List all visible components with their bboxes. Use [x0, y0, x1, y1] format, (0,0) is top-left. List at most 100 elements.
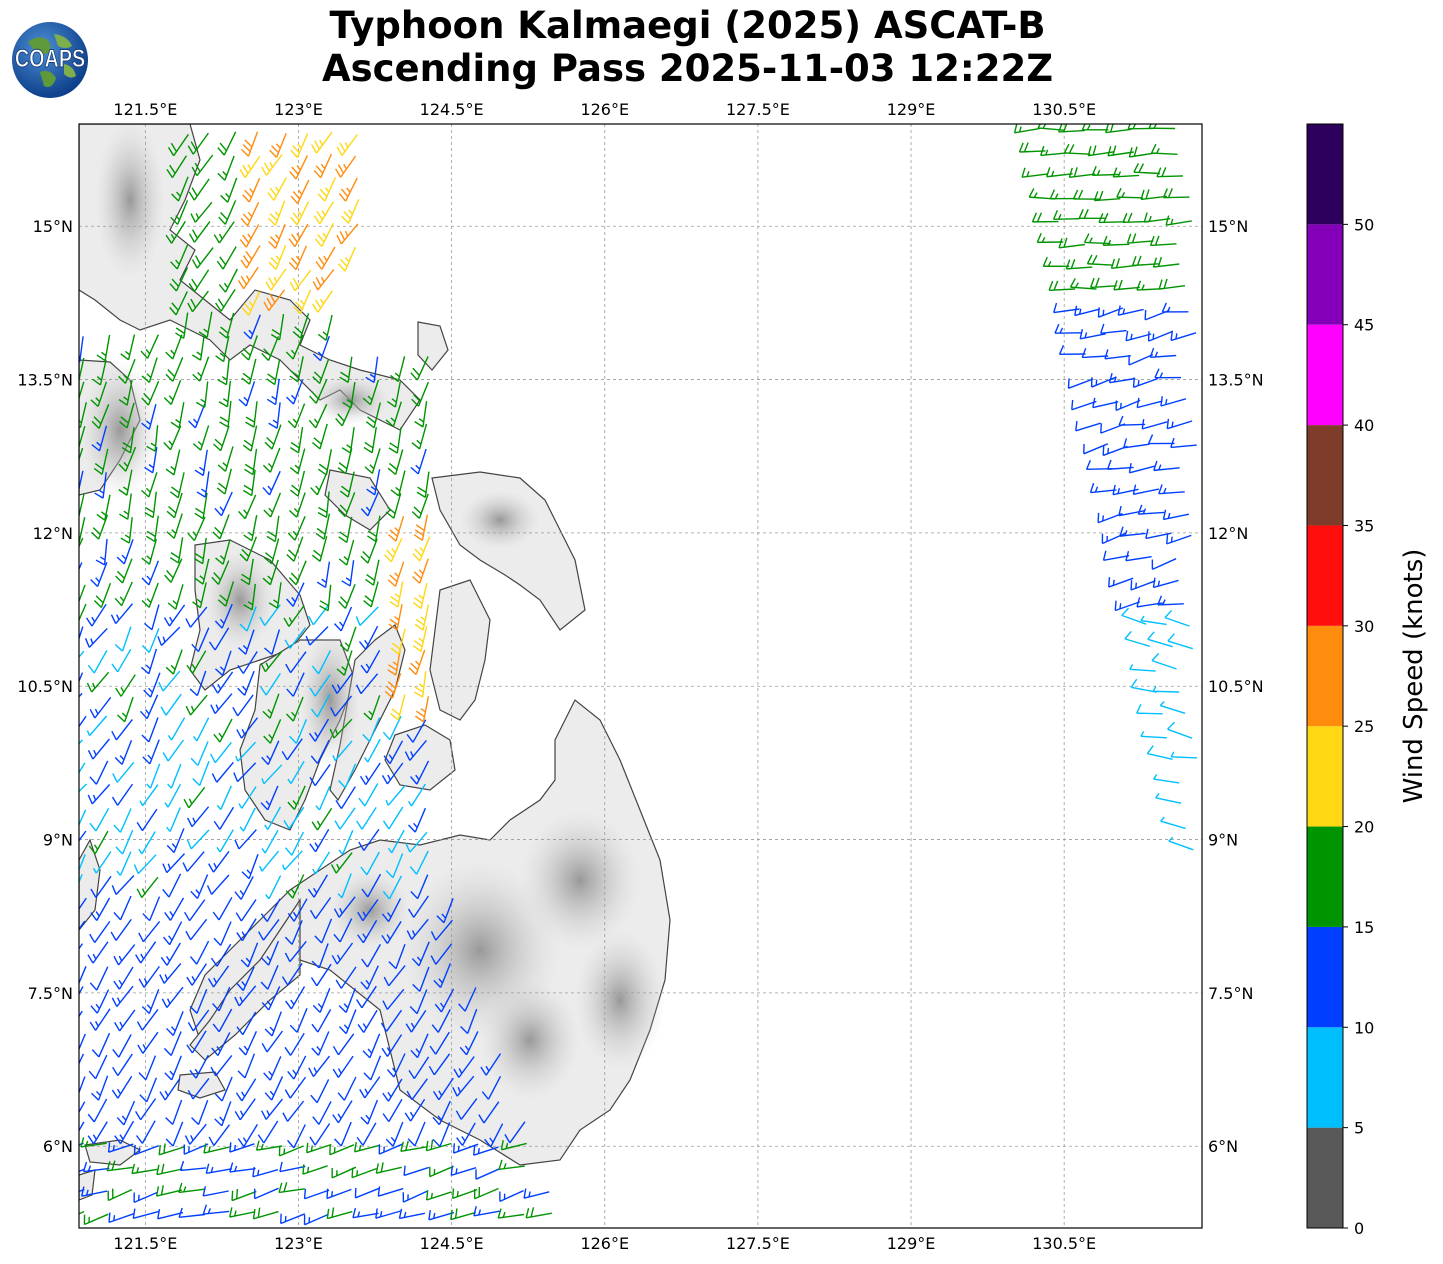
- wind-barb: [309, 1123, 331, 1146]
- wind-barb: [185, 606, 208, 628]
- wind-barb: [404, 739, 427, 761]
- wind-barb: [410, 760, 430, 785]
- wind-barb: [79, 966, 87, 991]
- wind-barb: [189, 940, 210, 965]
- wind-barb: [161, 986, 184, 1009]
- wind-barb: [170, 402, 185, 429]
- colorbar-bin: [1307, 625, 1343, 727]
- wind-barb: [1128, 353, 1154, 366]
- wind-barb: [82, 1161, 110, 1173]
- wind-barb: [193, 537, 207, 565]
- wind-barb: [206, 874, 230, 895]
- wind-barb: [316, 561, 331, 589]
- wind-barb: [309, 763, 331, 787]
- wind-barb: [484, 1123, 504, 1148]
- wind-barb: [115, 674, 136, 697]
- title-line-2: Ascending Pass 2025-11-03 12:22Z: [321, 47, 1054, 90]
- wind-barb: [1152, 577, 1179, 589]
- wind-barb: [429, 1165, 454, 1178]
- wind-barb: [158, 1143, 185, 1156]
- wind-barb: [310, 739, 330, 764]
- wind-barb: [115, 829, 134, 855]
- wind-barb: [96, 494, 111, 521]
- wind-barb: [382, 806, 404, 830]
- wind-barb: [165, 357, 184, 382]
- wind-barb: [240, 131, 259, 157]
- wind-barb: [113, 895, 132, 921]
- wind-barb: [141, 717, 159, 743]
- wind-barb: [239, 224, 260, 248]
- colorbar-bin: [1307, 324, 1343, 426]
- colorbar-bin: [1307, 826, 1343, 927]
- wind-barb: [408, 649, 426, 676]
- wind-barb: [140, 648, 158, 675]
- wind-barb: [186, 963, 207, 986]
- wind-barb: [407, 1121, 426, 1147]
- wind-barb: [116, 539, 134, 565]
- wind-barb: [237, 1053, 256, 1079]
- wind-barb: [287, 785, 306, 810]
- wind-barb: [187, 1077, 210, 1100]
- wind-barb: [215, 539, 231, 565]
- wind-barb: [118, 358, 136, 384]
- wind-barb: [411, 423, 428, 450]
- wind-barb: [281, 738, 303, 761]
- wind-barb: [408, 807, 427, 833]
- wind-barb: [155, 1185, 183, 1197]
- wind-barb: [91, 425, 108, 452]
- wind-barb: [363, 695, 381, 721]
- wind-barb: [1140, 731, 1167, 739]
- wind-barb: [312, 988, 331, 1013]
- wind-barb: [1129, 664, 1156, 672]
- wind-barb: [87, 738, 110, 760]
- wind-barb: [91, 404, 110, 429]
- wind-barb: [232, 694, 254, 717]
- lat-tick-label: 10.5°N: [17, 677, 73, 696]
- wind-barb: [85, 603, 107, 627]
- wind-barb: [238, 381, 256, 407]
- wind-barb: [236, 966, 255, 991]
- wind-barb: [194, 558, 210, 585]
- wind-barb: [242, 177, 261, 203]
- lat-tick-label: 6°N: [43, 1137, 73, 1156]
- wind-barb: [79, 584, 86, 610]
- wind-barb: [235, 741, 257, 762]
- wind-barb: [238, 1031, 258, 1056]
- wind-barb: [241, 853, 259, 880]
- lon-ticks-bottom: 121.5°E 123°E 124.5°E 126°E 127.5°E 129°E 130.…: [113, 1234, 1096, 1253]
- lon-tick-label: 127.5°E: [726, 100, 790, 119]
- wind-barb: [190, 874, 209, 899]
- wind-barb: [268, 582, 282, 609]
- wind-barb: [335, 966, 357, 989]
- wind-barb: [385, 785, 406, 806]
- wind-barb: [1093, 190, 1121, 202]
- wind-barb: [433, 963, 452, 988]
- wind-barb: [458, 987, 477, 1012]
- wind-barb: [208, 627, 230, 651]
- wind-barb: [192, 425, 210, 451]
- wind-barb: [259, 604, 281, 626]
- wind-barb: [337, 873, 352, 899]
- wind-barb: [1153, 460, 1180, 472]
- wind-barb: [1126, 233, 1154, 244]
- wind-barb: [1130, 678, 1157, 693]
- wind-barb: [360, 538, 378, 564]
- wind-barb: [406, 918, 429, 940]
- wind-barb: [1118, 415, 1146, 426]
- colorbar-bin: [1307, 224, 1343, 325]
- wind-barb: [192, 356, 210, 382]
- colorbar-bin: [1307, 425, 1343, 526]
- wind-barb: [191, 247, 214, 269]
- wind-barb: [481, 1075, 502, 1100]
- wind-barb: [234, 829, 257, 850]
- wind-barb: [428, 1053, 451, 1076]
- wind-barb: [1151, 558, 1177, 571]
- wind-barb: [120, 517, 133, 544]
- wind-barb: [1119, 526, 1146, 537]
- wind-barb: [260, 673, 281, 696]
- wind-barb: [384, 672, 402, 699]
- wind-barb: [1170, 437, 1197, 449]
- wind-barb: [311, 943, 329, 969]
- wind-barb: [238, 494, 257, 520]
- wind-barb: [386, 381, 401, 408]
